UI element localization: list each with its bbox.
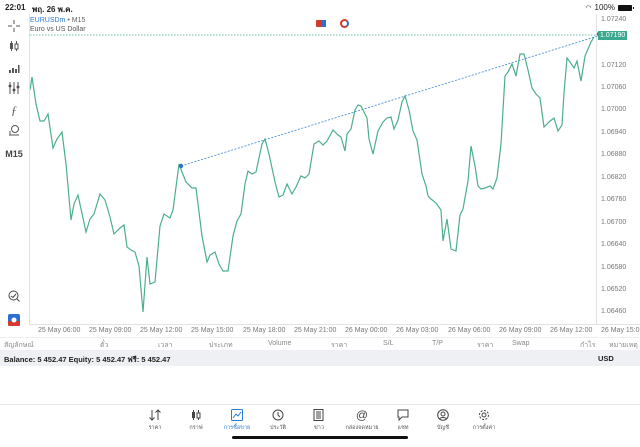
column-header-swap[interactable]: Swap — [512, 340, 530, 347]
trendline-start-point — [178, 163, 184, 169]
time-tick: 26 May 00:00 — [345, 327, 388, 334]
home-indicator — [232, 436, 408, 439]
time-tick: 25 May 18:00 — [243, 327, 286, 334]
price-tick: 1.07120 — [601, 62, 627, 69]
indicators-icon[interactable] — [4, 60, 24, 76]
trade-button[interactable] — [340, 19, 349, 28]
price-tick: 1.06820 — [601, 174, 627, 181]
price-tick: 1.07240 — [601, 16, 627, 23]
price-tick: 1.06640 — [601, 241, 627, 248]
time-tick: 25 May 09:00 — [89, 327, 132, 334]
symbol-timeframe: M15 — [71, 17, 86, 24]
tab-quotes[interactable]: ราคา — [137, 408, 173, 432]
settings-icon — [466, 408, 502, 422]
tab-account[interactable]: บัญชี — [425, 408, 461, 432]
price-axis: 1.07240 1.07120 1.07060 1.07000 1.06940 … — [598, 14, 640, 324]
tab-chat[interactable]: แชท — [385, 408, 421, 432]
one-click-trading-button[interactable] — [316, 20, 326, 27]
chart-icon — [178, 408, 214, 422]
crosshair-icon[interactable] — [4, 18, 24, 34]
time-tick: 26 May 03:00 — [396, 327, 439, 334]
time-tick: 25 May 12:00 — [140, 327, 183, 334]
battery-percent: 100% — [594, 3, 615, 12]
current-price-badge: 1.07190 — [598, 31, 628, 40]
price-tick: 1.06520 — [601, 286, 627, 293]
chart-type-icon[interactable] — [4, 38, 24, 54]
zoom-chart-icon[interactable] — [4, 288, 24, 304]
time-axis: 25 May 06:00 25 May 09:00 25 May 12:00 2… — [29, 324, 640, 336]
bottom-tab-bar: ราคา กราฟ การซื้อขาย ประวัติ ข่าว @ กล่อ… — [0, 404, 640, 447]
price-tick: 1.06460 — [601, 308, 627, 315]
function-icon[interactable]: ƒ — [11, 102, 17, 117]
battery-icon — [618, 4, 634, 11]
chart-buttons — [316, 19, 349, 28]
column-header-sl[interactable]: S/L — [383, 340, 394, 347]
price-tick: 1.06880 — [601, 151, 627, 158]
symbol-info[interactable]: EURUSDm • M15 Euro vs US Dollar — [30, 17, 86, 33]
column-header-price[interactable]: ราคา — [331, 342, 348, 349]
column-header-symbol[interactable]: สัญลักษณ์ — [4, 342, 34, 349]
price-tick: 1.07000 — [601, 106, 627, 113]
price-tick: 1.06580 — [601, 264, 627, 271]
column-header-current-price[interactable]: ราคา — [477, 342, 494, 349]
time-tick: 26 May 06:00 — [448, 327, 491, 334]
time-tick: 25 May 15:00 — [191, 327, 234, 334]
status-date: พฤ. 26 พ.ค. — [32, 5, 73, 14]
account-currency: USD — [598, 354, 614, 363]
tab-history[interactable]: ประวัติ — [260, 408, 296, 432]
price-tick: 1.06700 — [601, 219, 627, 226]
price-tick: 1.06940 — [601, 129, 627, 136]
price-tick: 1.07060 — [601, 84, 627, 91]
status-bar: 22:01 พฤ. 26 พ.ค. ◠ 100% — [0, 0, 640, 14]
column-header-profit[interactable]: กำไร — [580, 342, 596, 349]
news-icon — [301, 408, 337, 422]
trendline-end-point — [596, 32, 598, 36]
time-tick: 26 May 12:00 — [550, 327, 593, 334]
account-summary-row: Balance: 5 452.47 Equity: 5 452.47 ฟรี: … — [0, 350, 640, 366]
trendline — [180, 35, 598, 167]
broker-logo-icon[interactable] — [4, 312, 24, 328]
symbol-description: Euro vs US Dollar — [30, 26, 86, 33]
positions-table-header: สัญลักษณ์ ตั๋ว เวลา ประเภท Volume ราคา S… — [0, 337, 640, 349]
column-header-tp[interactable]: T/P — [432, 340, 443, 347]
status-time: 22:01 — [5, 3, 26, 12]
time-tick: 25 May 06:00 — [38, 327, 81, 334]
tab-chart[interactable]: กราฟ — [178, 408, 214, 432]
tab-mailbox[interactable]: @ กล่องจดหมาย — [345, 408, 379, 431]
tab-news[interactable]: ข่าว — [301, 408, 337, 432]
account-icon — [425, 408, 461, 422]
price-tick: 1.06760 — [601, 196, 627, 203]
time-tick: 26 May 15:0 — [601, 327, 640, 334]
time-tick: 25 May 21:00 — [294, 327, 337, 334]
tab-settings[interactable]: การตั้งค่า — [466, 408, 502, 432]
wifi-icon: ◠ — [585, 4, 592, 12]
chat-icon — [385, 408, 421, 422]
chart-toolbar: ƒ M15 — [0, 14, 28, 334]
settings-sliders-icon[interactable] — [4, 80, 24, 96]
price-chart[interactable] — [29, 14, 598, 324]
mailbox-icon: @ — [355, 408, 369, 422]
column-header-ticket[interactable]: ตั๋ว — [100, 342, 109, 349]
tab-trade[interactable]: การซื้อขาย — [219, 408, 255, 432]
trade-icon — [219, 408, 255, 422]
objects-icon[interactable] — [4, 122, 24, 138]
time-tick: 26 May 09:00 — [499, 327, 542, 334]
column-header-volume[interactable]: Volume — [268, 340, 292, 347]
history-icon — [260, 408, 296, 422]
timeframe-button[interactable]: M15 — [5, 149, 23, 159]
quotes-icon — [137, 408, 173, 422]
account-summary: Balance: 5 452.47 Equity: 5 452.47 ฟรี: … — [4, 355, 171, 364]
symbol-name[interactable]: EURUSDm — [30, 17, 66, 24]
column-header-type[interactable]: ประเภท — [209, 342, 233, 349]
column-header-comment[interactable]: หมายเหตุ — [609, 342, 638, 349]
column-header-time[interactable]: เวลา — [158, 342, 173, 349]
